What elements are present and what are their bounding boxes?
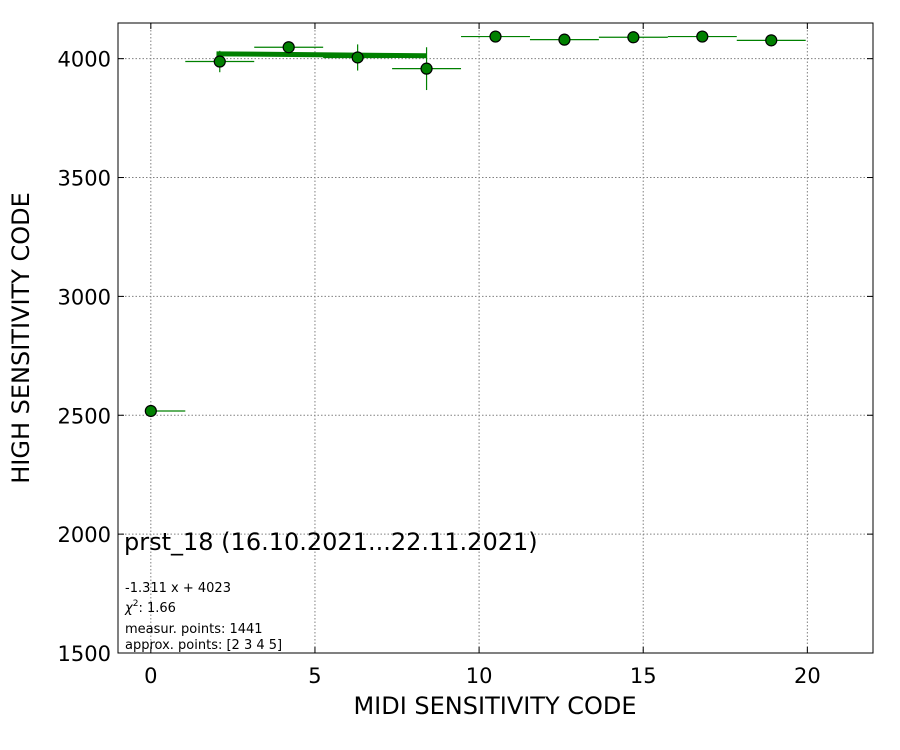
data-point bbox=[282, 41, 295, 54]
data-point bbox=[213, 55, 226, 68]
chi2-exponent: 2 bbox=[133, 599, 139, 609]
x-axis-label: MIDI SENSITIVITY CODE bbox=[353, 692, 636, 720]
y-tick-labels: 1500 2000 2500 3000 3500 4000 bbox=[58, 48, 111, 666]
data-point bbox=[765, 34, 778, 47]
y-tick-label: 1500 bbox=[58, 642, 111, 666]
x-tick-label: 10 bbox=[466, 664, 493, 688]
x-tick-label: 20 bbox=[794, 664, 821, 688]
chi2-value: : 1.66 bbox=[138, 601, 175, 616]
data-point bbox=[627, 31, 640, 44]
y-axis-label: HIGH SENSITIVITY CODE bbox=[7, 192, 35, 484]
data-points bbox=[144, 30, 778, 418]
data-point bbox=[696, 30, 709, 43]
annotation-chi2: χ2: 1.66 bbox=[124, 599, 176, 616]
grid bbox=[118, 23, 873, 654]
annotation-measur-points: measur. points: 1441 bbox=[125, 622, 263, 637]
x-tick-labels: 0 5 10 15 20 bbox=[144, 664, 821, 688]
error-bars bbox=[150, 35, 806, 412]
y-tick-label: 2000 bbox=[58, 523, 111, 547]
x-tick-label: 5 bbox=[308, 664, 321, 688]
y-tick-label: 2500 bbox=[58, 404, 111, 428]
annotation-approx-points: approx. points: [2 3 4 5] bbox=[125, 638, 282, 653]
y-tick-label: 4000 bbox=[58, 48, 111, 72]
x-tick-label: 0 bbox=[144, 664, 157, 688]
tick-marks bbox=[118, 23, 873, 654]
annotation-equation: -1.311 x + 4023 bbox=[125, 581, 231, 596]
x-tick-label: 15 bbox=[630, 664, 657, 688]
annotation-title: prst_18 (16.10.2021...22.11.2021) bbox=[124, 528, 538, 556]
y-tick-label: 3000 bbox=[58, 285, 111, 309]
data-point bbox=[351, 51, 364, 64]
plot-frame bbox=[117, 22, 874, 654]
fit-line bbox=[216, 51, 427, 59]
data-point bbox=[420, 62, 433, 75]
data-point bbox=[558, 33, 571, 46]
chi2-symbol: χ bbox=[124, 601, 134, 616]
data-point bbox=[144, 404, 157, 418]
data-point bbox=[489, 30, 502, 43]
y-tick-label: 3500 bbox=[58, 167, 111, 191]
fit-line-group bbox=[216, 51, 427, 59]
